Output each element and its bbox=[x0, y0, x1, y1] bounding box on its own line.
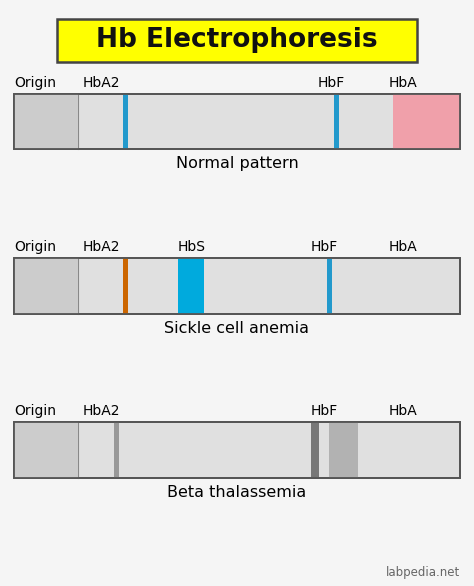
Text: HbA2: HbA2 bbox=[83, 76, 120, 90]
FancyBboxPatch shape bbox=[123, 94, 128, 149]
FancyBboxPatch shape bbox=[123, 258, 128, 314]
Text: HbS: HbS bbox=[178, 240, 206, 254]
Text: Beta thalassemia: Beta thalassemia bbox=[167, 485, 307, 500]
Text: Origin: Origin bbox=[14, 404, 56, 418]
FancyBboxPatch shape bbox=[57, 19, 417, 62]
Text: Normal pattern: Normal pattern bbox=[176, 156, 298, 172]
FancyBboxPatch shape bbox=[327, 258, 332, 314]
Text: HbA: HbA bbox=[389, 240, 418, 254]
Text: Hb Electrophoresis: Hb Electrophoresis bbox=[96, 28, 378, 53]
Text: HbA2: HbA2 bbox=[83, 404, 120, 418]
FancyBboxPatch shape bbox=[14, 258, 78, 314]
FancyBboxPatch shape bbox=[329, 422, 358, 478]
FancyBboxPatch shape bbox=[114, 422, 118, 478]
FancyBboxPatch shape bbox=[178, 258, 204, 314]
FancyBboxPatch shape bbox=[334, 94, 339, 149]
Text: HbA2: HbA2 bbox=[83, 240, 120, 254]
Text: HbF: HbF bbox=[310, 404, 337, 418]
FancyBboxPatch shape bbox=[14, 422, 78, 478]
FancyBboxPatch shape bbox=[393, 94, 460, 149]
Text: Origin: Origin bbox=[14, 240, 56, 254]
Text: labpedia.net: labpedia.net bbox=[385, 566, 460, 579]
Text: Sickle cell anemia: Sickle cell anemia bbox=[164, 321, 310, 336]
Text: HbF: HbF bbox=[318, 76, 345, 90]
FancyBboxPatch shape bbox=[311, 422, 319, 478]
Text: HbA: HbA bbox=[389, 404, 418, 418]
FancyBboxPatch shape bbox=[14, 258, 460, 314]
Text: HbF: HbF bbox=[310, 240, 337, 254]
Text: HbA: HbA bbox=[389, 76, 418, 90]
FancyBboxPatch shape bbox=[14, 422, 460, 478]
FancyBboxPatch shape bbox=[14, 94, 78, 149]
FancyBboxPatch shape bbox=[14, 94, 460, 149]
Text: Origin: Origin bbox=[14, 76, 56, 90]
